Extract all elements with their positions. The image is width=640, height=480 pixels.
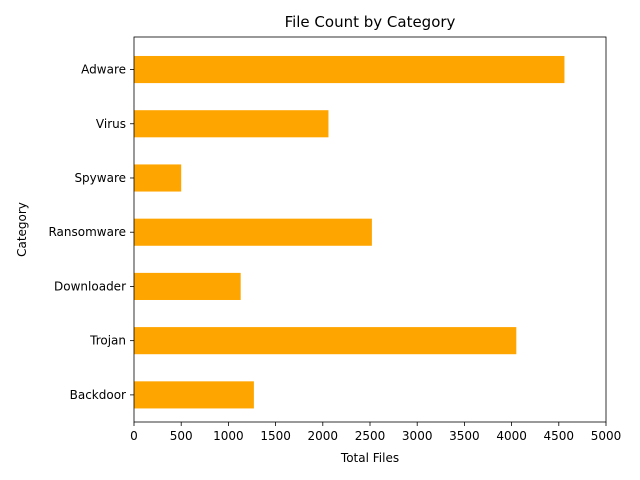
x-tick-label: 5000	[591, 429, 622, 443]
bar-spyware	[134, 164, 182, 192]
x-tick-label: 2500	[355, 429, 386, 443]
x-tick-label: 4000	[496, 429, 527, 443]
bar-downloader	[134, 272, 241, 300]
bar-backdoor	[134, 381, 254, 409]
y-tick-label: Downloader	[54, 279, 126, 293]
y-tick-label: Backdoor	[70, 388, 126, 402]
x-tick-label: 4500	[544, 429, 575, 443]
bar-trojan	[134, 327, 517, 355]
x-tick-label: 3500	[449, 429, 480, 443]
y-tick-label: Virus	[96, 117, 126, 131]
y-axis-label: Category	[15, 202, 29, 257]
y-axis-ticks: Backdoor Trojan Downloader Ransomware Spywar…	[48, 63, 134, 402]
x-axis-label: Total Files	[340, 451, 399, 465]
x-tick-label: 0	[130, 429, 138, 443]
x-tick-label: 1500	[260, 429, 291, 443]
bars-group	[134, 55, 565, 409]
x-axis-ticks: 0 500 1000 1500 2000 2500 3000 3500 4000 4500 5000	[130, 422, 621, 443]
y-tick-label: Ransomware	[48, 225, 126, 239]
y-tick-label: Trojan	[89, 334, 126, 348]
x-tick-label: 2000	[308, 429, 339, 443]
y-tick-label: Adware	[81, 63, 126, 77]
bar-virus	[134, 110, 329, 138]
x-tick-label: 1000	[213, 429, 244, 443]
bar-ransomware	[134, 218, 372, 246]
x-tick-label: 3000	[402, 429, 433, 443]
x-tick-label: 500	[170, 429, 193, 443]
chart-title: File Count by Category	[285, 13, 456, 31]
bar-adware	[134, 55, 565, 84]
y-tick-label: Spyware	[74, 171, 126, 185]
